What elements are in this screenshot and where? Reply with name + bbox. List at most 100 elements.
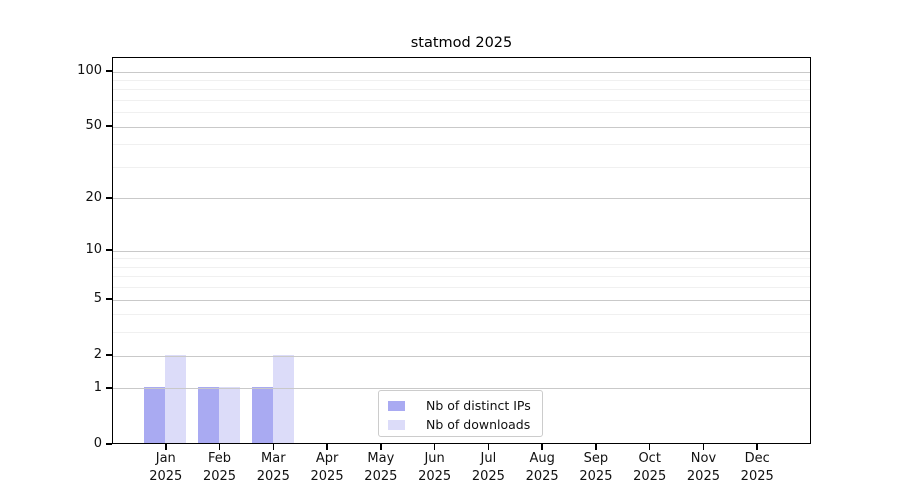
plot-area xyxy=(112,57,811,444)
chart-title: statmod 2025 xyxy=(410,35,513,51)
x-tick-label-line: 2025 xyxy=(202,469,237,484)
legend-swatch-downloads xyxy=(388,419,405,430)
x-tick-label-line: 2025 xyxy=(418,469,452,484)
major-gridline xyxy=(113,355,810,357)
x-tick-mark xyxy=(165,444,167,450)
x-tick-label: Jun 2025 xyxy=(405,450,465,486)
x-tick-label-line: 2025 xyxy=(579,469,613,484)
y-tick-mark xyxy=(106,387,112,389)
x-tick-label-line: 2025 xyxy=(686,469,720,484)
x-tick-label: Aug 2025 xyxy=(512,450,572,486)
x-tick-mark xyxy=(487,444,490,450)
y-tick-label: 5 xyxy=(93,291,102,307)
minor-gridline xyxy=(113,112,810,114)
legend-label-downloads: Nb of downloads xyxy=(426,417,531,432)
x-tick-label-line: 2025 xyxy=(149,469,183,484)
minor-gridline xyxy=(113,287,810,289)
x-tick-label-line: 2025 xyxy=(471,469,505,484)
minor-gridline xyxy=(113,332,810,334)
y-tick-label: 100 xyxy=(77,63,102,78)
x-tick-label-line: 2025 xyxy=(525,469,559,484)
x-tick-label: Jan 2025 xyxy=(136,450,196,486)
y-tick-mark xyxy=(106,354,112,356)
x-tick-label: Jul 2025 xyxy=(458,450,518,486)
x-tick-mark xyxy=(326,444,328,450)
bar-distinct-ips xyxy=(144,387,166,444)
x-tick-label-line: 2025 xyxy=(364,469,398,484)
minor-gridline xyxy=(113,144,810,146)
x-tick-mark xyxy=(756,444,758,450)
y-tick-mark xyxy=(106,249,112,251)
major-gridline xyxy=(113,250,810,252)
x-tick-mark xyxy=(541,444,543,450)
x-tick-mark xyxy=(433,444,436,450)
y-tick-mark xyxy=(106,70,112,72)
y-tick-mark xyxy=(106,197,112,199)
y-tick-mark xyxy=(106,125,112,127)
x-tick-label-line: Oct xyxy=(638,451,661,466)
bar-downloads xyxy=(219,387,241,444)
x-tick-label-line: May xyxy=(367,451,395,466)
major-gridline xyxy=(113,299,810,301)
x-tick-label-line: Apr xyxy=(315,451,339,466)
x-tick-mark xyxy=(595,444,597,450)
x-tick-label-line: 2025 xyxy=(740,469,774,484)
y-tick-label: 50 xyxy=(85,118,102,134)
bar-distinct-ips xyxy=(251,387,273,444)
x-tick-label-line: Sep xyxy=(583,451,609,466)
x-tick-label-line: 2025 xyxy=(310,469,344,484)
x-tick-mark xyxy=(380,444,382,450)
bars-layer xyxy=(113,58,810,444)
x-tick-label: Sep 2025 xyxy=(566,450,626,486)
x-tick-label: Oct 2025 xyxy=(620,450,680,486)
legend-item-distinct-ips: Nb of distinct IPs xyxy=(388,396,542,415)
x-tick-mark xyxy=(218,444,221,450)
x-tick-mark xyxy=(272,444,275,450)
x-tick-label-line: Jul xyxy=(480,451,497,466)
x-tick-mark xyxy=(702,444,705,450)
minor-gridline xyxy=(113,314,810,316)
gridlines-layer xyxy=(113,58,810,443)
y-tick-label: 2 xyxy=(93,347,102,363)
minor-gridline xyxy=(113,258,810,260)
y-tick-mark xyxy=(106,443,112,445)
legend: Nb of distinct IPs Nb of downloads xyxy=(378,390,543,437)
legend-swatch-distinct-ips xyxy=(388,400,405,411)
major-gridline xyxy=(113,71,810,73)
x-tick-mark xyxy=(648,444,651,450)
minor-gridline xyxy=(113,89,810,91)
x-tick-label-line: Dec xyxy=(744,451,770,466)
minor-gridline xyxy=(113,99,810,101)
y-tick-mark xyxy=(106,298,112,300)
x-tick-label-line: 2025 xyxy=(633,469,667,484)
y-tick-label: 1 xyxy=(93,379,102,395)
legend-item-downloads: Nb of downloads xyxy=(388,415,542,434)
minor-gridline xyxy=(113,276,810,278)
bar-distinct-ips xyxy=(198,387,220,444)
major-gridline xyxy=(113,198,810,200)
y-tick-label: 0 xyxy=(93,436,102,451)
y-tick-label: 10 xyxy=(85,242,102,258)
x-tick-label-line: 2025 xyxy=(256,469,290,484)
major-gridline xyxy=(113,126,810,128)
x-tick-label-line: Jun xyxy=(424,451,445,466)
x-tick-label-line: Nov xyxy=(690,451,717,466)
x-tick-label: Apr 2025 xyxy=(297,450,357,486)
bar-downloads xyxy=(272,354,294,444)
major-gridline xyxy=(113,388,810,390)
bar-downloads xyxy=(165,354,187,444)
x-tick-label-line: Mar xyxy=(261,451,286,466)
x-tick-label: Feb 2025 xyxy=(190,450,250,486)
legend-label-distinct-ips: Nb of distinct IPs xyxy=(426,398,531,413)
minor-gridline xyxy=(113,79,810,81)
x-tick-label: May 2025 xyxy=(351,450,411,486)
x-tick-label-line: Aug xyxy=(529,451,555,466)
x-tick-label: Dec 2025 xyxy=(727,450,787,486)
x-tick-label: Nov 2025 xyxy=(673,450,733,486)
minor-gridline xyxy=(113,266,810,268)
minor-gridline xyxy=(113,166,810,168)
x-tick-label-line: Jan xyxy=(155,451,176,466)
y-tick-label: 20 xyxy=(85,189,102,205)
x-tick-label: Mar 2025 xyxy=(243,450,303,486)
